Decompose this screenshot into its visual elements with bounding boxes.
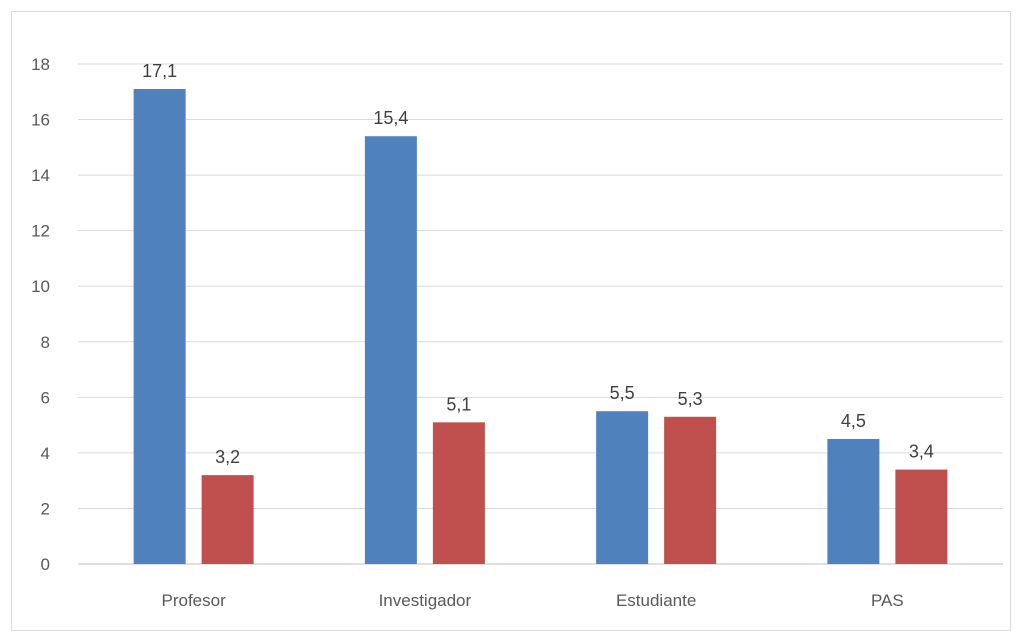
- x-axis: Profesor Investigador Estudiante PAS: [162, 591, 904, 610]
- bar-estudiante-2: [664, 416, 717, 564]
- y-tick-label: 0: [41, 555, 50, 574]
- x-tick-label: Investigador: [379, 591, 472, 610]
- y-tick-label: 2: [41, 499, 50, 518]
- y-tick-label: 14: [31, 166, 50, 185]
- y-tick-label: 6: [41, 388, 50, 407]
- y-axis: 0 2 4 6 8 10 12 14 16 18: [31, 55, 50, 574]
- y-tick-label: 10: [31, 277, 50, 296]
- bar-profesor-2: [201, 475, 254, 564]
- bar-investigador-2: [432, 422, 485, 564]
- bar-pas-2: [895, 469, 948, 564]
- bar-investigador-1: [364, 136, 417, 564]
- bar-pas-1: [827, 439, 880, 564]
- y-tick-label: 12: [31, 222, 50, 241]
- data-label: 17,1: [142, 61, 177, 81]
- data-labels: 17,1 3,2 15,4 5,1 5,5 5,3 4,5 3,4: [142, 61, 934, 467]
- data-label: 5,1: [446, 394, 471, 414]
- x-tick-label: Profesor: [162, 591, 227, 610]
- x-tick-label: Estudiante: [616, 591, 696, 610]
- bars: [133, 89, 948, 564]
- y-tick-label: 8: [41, 333, 50, 352]
- data-label: 3,4: [909, 442, 934, 462]
- y-tick-label: 4: [41, 444, 50, 463]
- data-label: 3,2: [215, 447, 240, 467]
- y-tick-label: 18: [31, 55, 50, 74]
- data-label: 5,5: [610, 383, 635, 403]
- data-label: 15,4: [373, 108, 408, 128]
- data-label: 4,5: [841, 411, 866, 431]
- data-label: 5,3: [678, 389, 703, 409]
- y-tick-label: 16: [31, 111, 50, 130]
- x-tick-label: PAS: [871, 591, 904, 610]
- bar-estudiante-1: [596, 411, 649, 564]
- bar-chart: 0 2 4 6 8 10 12 14 16 18 17,1 3,2 15,4 5,1 5,5 5,3 4,5 3…: [31, 55, 1003, 610]
- bar-profesor-1: [133, 89, 186, 564]
